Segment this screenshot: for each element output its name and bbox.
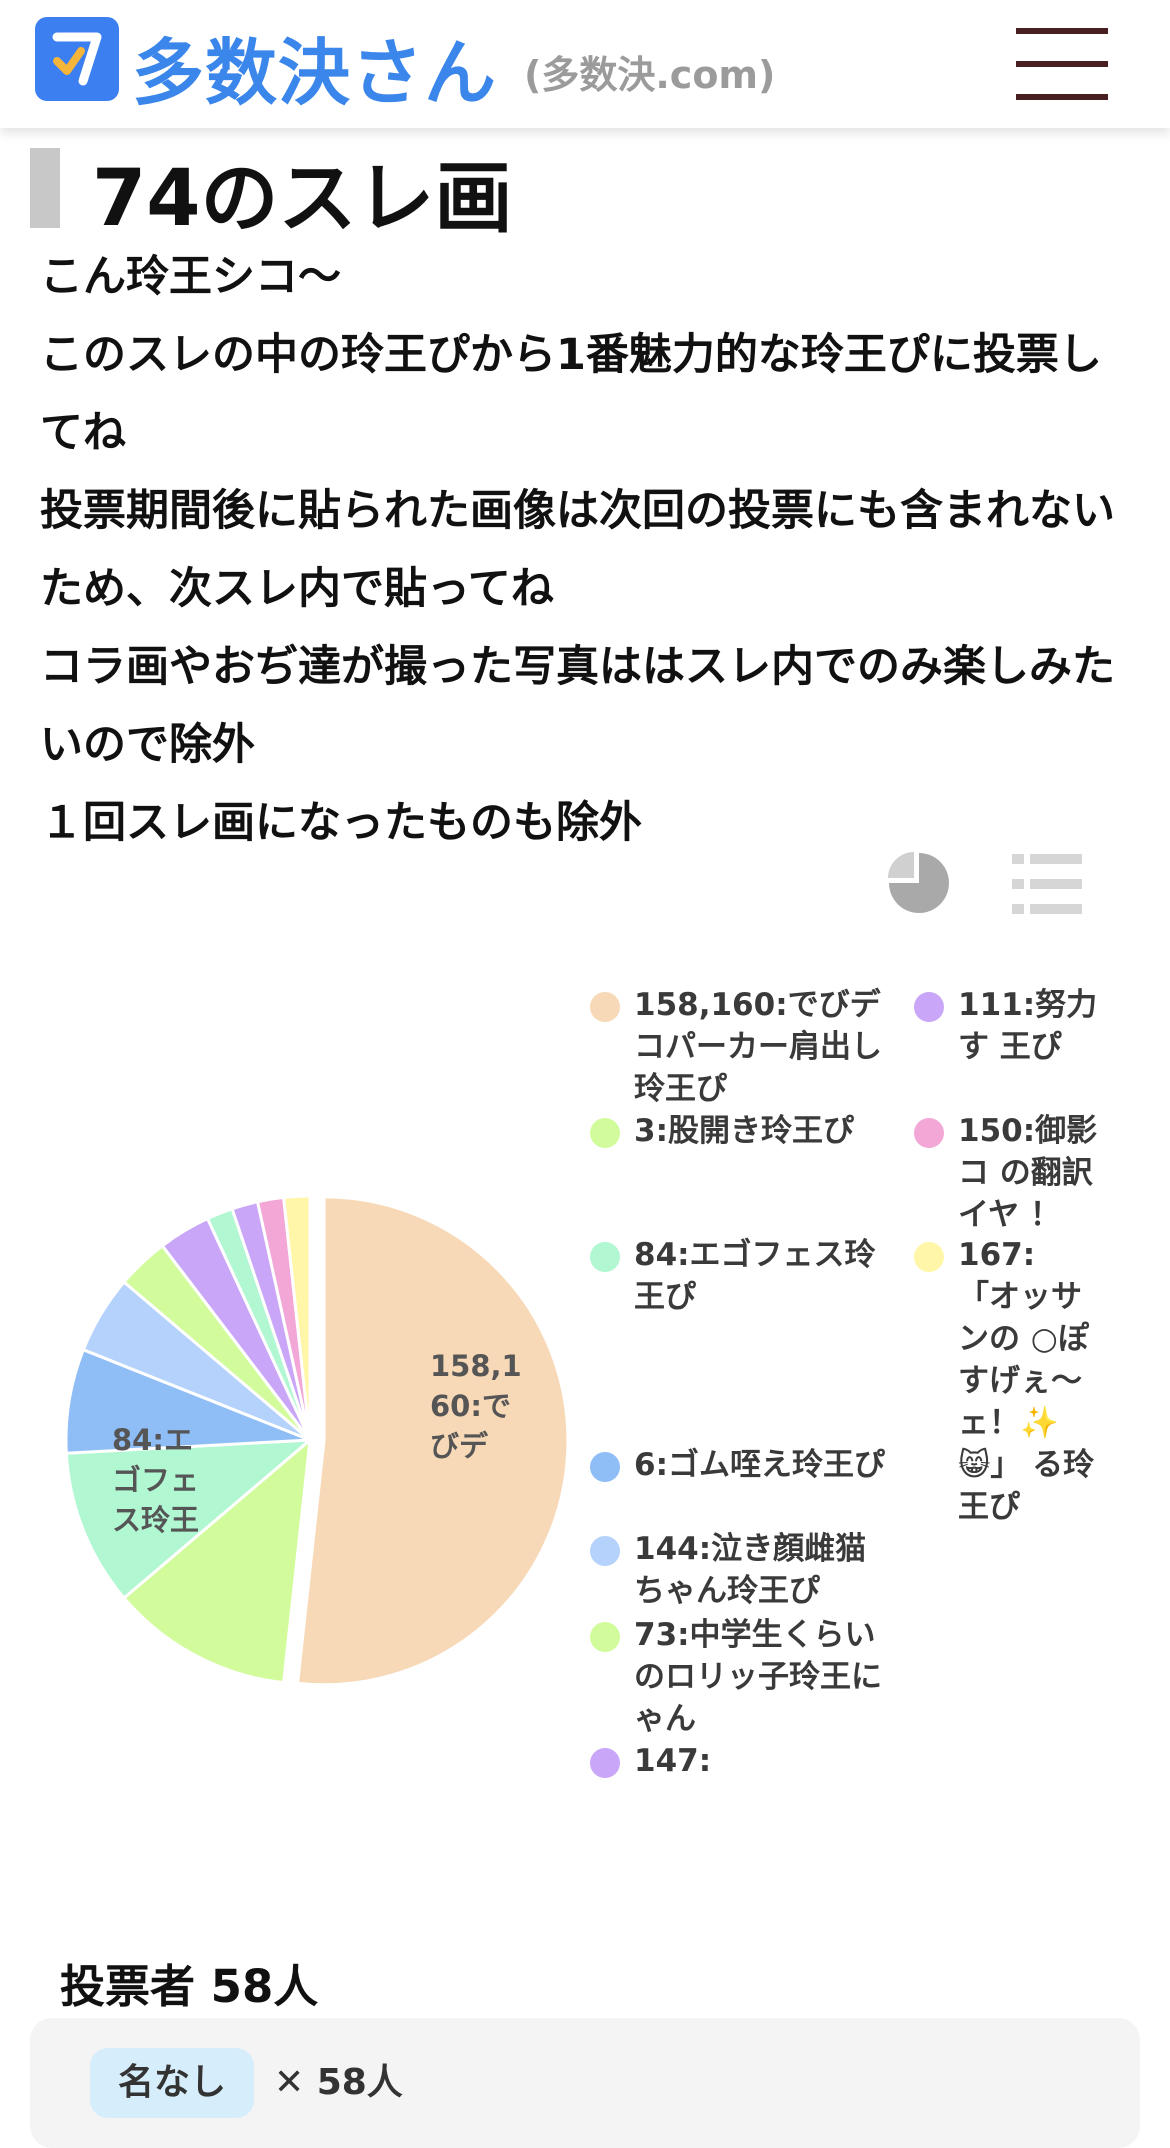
voters-list: 名なし ✕ 58人 [30, 2018, 1140, 2148]
legend-item[interactable]: 144:泣き顔雌猫ちゃん玲王ぴ [590, 1528, 894, 1612]
voter-name-tag[interactable]: 名なし [90, 2048, 255, 2118]
legend-dot [590, 1242, 620, 1272]
voters-title: 投票者 58人 [60, 1960, 319, 2013]
legend-label: 158,160:でびデコパーカー肩出し玲王ぴ [634, 987, 882, 1107]
legend-item[interactable]: 167: 「オッサンの ○ぽすげぇ〜 ェ！✨😸」 る玲王ぴ [958, 1234, 1100, 1528]
legend-item[interactable]: 111:努力す 王ぴ [958, 984, 1100, 1068]
check-vote-logo-icon[interactable] [35, 17, 119, 101]
site-name[interactable]: 多数決さん [132, 31, 498, 115]
pie-chart [64, 1194, 570, 1687]
pie-chart-icon[interactable] [886, 850, 952, 916]
legend-dot [590, 1748, 620, 1778]
legend-label: 147: [634, 1743, 712, 1779]
legend-label: 144:泣き顔雌猫ちゃん玲王ぴ [634, 1531, 867, 1609]
description-line: コラ画やおぢ達が撮った写真ははスレ内でのみ楽しみたいので除外 [40, 642, 1115, 770]
legend-label: 167: 「オッサンの ○ぽすげぇ〜 ェ！✨😸」 る玲王ぴ [958, 1237, 1095, 1525]
legend-dot [590, 1622, 620, 1652]
pie-slice[interactable] [64, 1347, 311, 1455]
description-line: こん玲王シコ〜 [40, 252, 341, 302]
legend-label: 111:努力す 王ぴ [958, 987, 1098, 1065]
legend-item[interactable]: 158,160:でびデコパーカー肩出し玲王ぴ [590, 984, 894, 1110]
title-accent-bar [30, 148, 60, 228]
site-domain: (多数決.com) [524, 53, 776, 97]
site-header: 多数決さん (多数決.com) [0, 0, 1170, 128]
voter-count: ✕ 58人 [274, 2062, 403, 2103]
legend-dot [914, 1118, 944, 1148]
legend-label: 84:エゴフェス玲王ぴ [634, 1237, 876, 1315]
legend-item[interactable]: 3:股開き玲王ぴ [590, 1110, 894, 1152]
description-line: 投票期間後に貼られた画像は次回の投票にも含まれないため、次スレ内で貼ってね [40, 486, 1115, 614]
pie-slice[interactable] [295, 1195, 570, 1687]
slice-label-84: 84:エ ゴフェ ス玲王 [112, 1423, 200, 1537]
list-view-icon[interactable] [1012, 852, 1082, 916]
description-line: １回スレ画になったものも除外 [40, 798, 642, 848]
legend-label: 73:中学生くらいのロリッ子玲王にゃん [634, 1617, 882, 1737]
legend-item[interactable]: 147: [590, 1740, 894, 1782]
legend-dot [590, 1452, 620, 1482]
slice-label-158: 158,1 60:で びデ [430, 1349, 522, 1463]
page-title: 74のスレ画 [92, 154, 513, 244]
pie-slice[interactable] [64, 1438, 315, 1601]
legend-label: 3:股開き玲王ぴ [634, 1113, 854, 1149]
vote-chart: 158,1 60:で びデ 84:エ ゴフェ ス玲王 158,160:でびデコパ… [40, 960, 1140, 1820]
legend-item[interactable]: 150:御影コ の翻訳イヤ ！ [958, 1110, 1100, 1236]
legend-item[interactable]: 84:エゴフェス玲王ぴ [590, 1234, 894, 1318]
description-line: このスレの中の玲王ぴから1番魅力的な玲王ぴに投票してね [40, 330, 1102, 458]
legend-dot [590, 992, 620, 1022]
legend-dot [590, 1536, 620, 1566]
poll-description: こん玲王シコ〜 このスレの中の玲王ぴから1番魅力的な玲王ぴに投票してね 投票期間… [40, 238, 1140, 862]
legend-item[interactable]: 73:中学生くらいのロリッ子玲王にゃん [590, 1614, 894, 1740]
hamburger-menu-icon[interactable] [1016, 28, 1108, 104]
pie-slice[interactable] [121, 1436, 312, 1685]
pie-slice[interactable] [281, 1194, 312, 1441]
legend-label: 6:ゴム咥え玲王ぴ [634, 1447, 885, 1483]
legend-dot [914, 1242, 944, 1272]
legend-item[interactable]: 6:ゴム咥え玲王ぴ [590, 1444, 894, 1486]
legend-dot [590, 1118, 620, 1148]
legend-label: 150:御影コ の翻訳イヤ ！ [958, 1113, 1098, 1233]
legend-dot [914, 992, 944, 1022]
